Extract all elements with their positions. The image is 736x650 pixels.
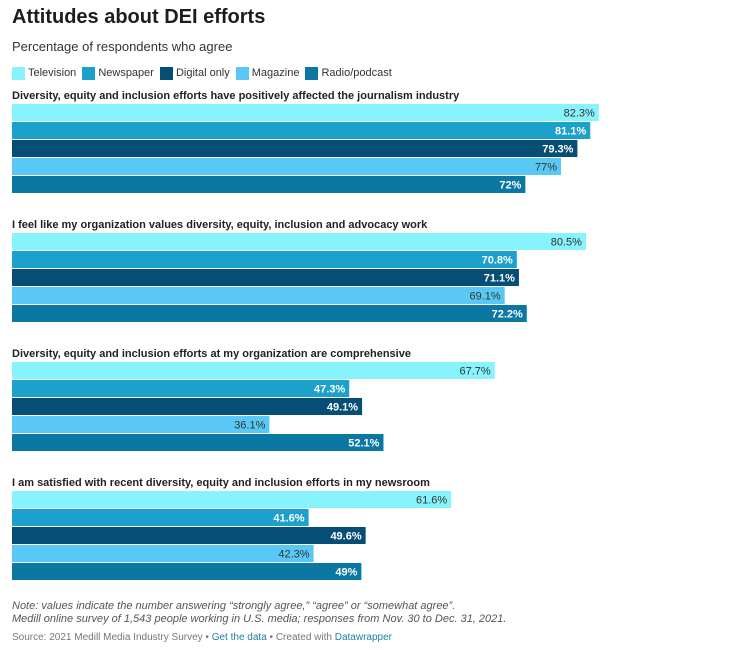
legend-label: Television xyxy=(28,67,77,79)
legend-swatch xyxy=(305,66,319,80)
bar xyxy=(12,416,270,433)
bar-chart: Diversity, equity and inclusion efforts … xyxy=(12,90,599,580)
bar xyxy=(12,380,350,397)
bar xyxy=(12,158,562,175)
bar xyxy=(12,233,586,250)
source-line: Source: 2021 Medill Media Industry Surve… xyxy=(12,632,392,643)
bar xyxy=(12,545,314,562)
legend-swatch xyxy=(235,66,249,80)
bar-value-label: 67.7% xyxy=(459,366,490,378)
bar-value-label: 49.1% xyxy=(327,402,358,414)
group-label: Diversity, equity and inclusion efforts … xyxy=(12,90,460,102)
bar-value-label: 69.1% xyxy=(469,291,500,303)
legend-label: Radio/podcast xyxy=(321,67,392,79)
bar xyxy=(12,527,366,544)
legend-item-radio-podcast: Radio/podcast xyxy=(305,66,392,80)
datawrapper-link[interactable]: Datawrapper xyxy=(334,632,393,643)
bar xyxy=(12,491,452,508)
bar-value-label: 77% xyxy=(535,162,557,174)
bar xyxy=(12,287,505,304)
bar xyxy=(12,509,309,526)
bar xyxy=(12,398,363,415)
group-label: I am satisfied with recent diversity, eq… xyxy=(12,477,430,489)
bar xyxy=(12,176,526,193)
bar-value-label: 41.6% xyxy=(273,513,304,525)
bar-value-label: 81.1% xyxy=(555,126,586,138)
bar-value-label: 49.6% xyxy=(330,531,361,543)
bar xyxy=(12,140,578,157)
note-line-2: Medill online survey of 1,543 people wor… xyxy=(12,613,507,625)
bar-value-label: 47.3% xyxy=(314,384,345,396)
legend-label: Magazine xyxy=(251,67,300,79)
bar xyxy=(12,563,362,580)
bar xyxy=(12,362,495,379)
created-with-text: • Created with xyxy=(269,632,332,643)
bar-value-label: 70.8% xyxy=(482,255,513,267)
bar-value-label: 79.3% xyxy=(542,144,573,156)
source-text: Source: 2021 Medill Media Industry Surve… xyxy=(12,632,209,643)
bar xyxy=(12,434,384,451)
legend-item-television: Television xyxy=(12,66,77,80)
chart-subtitle: Percentage of respondents who agree xyxy=(12,39,233,54)
legend-swatch xyxy=(12,66,25,80)
legend-item-magazine: Magazine xyxy=(235,66,300,80)
bar xyxy=(12,251,517,268)
note-line-1: Note: values indicate the number answeri… xyxy=(12,600,456,612)
bar xyxy=(12,305,527,322)
group-label: I feel like my organization values diver… xyxy=(12,219,428,231)
chart-notes: Note: values indicate the number answeri… xyxy=(12,600,506,626)
chart-title: Attitudes about DEI efforts xyxy=(12,6,266,28)
bar-value-label: 36.1% xyxy=(234,420,265,432)
legend-item-newspaper: Newspaper xyxy=(82,66,154,80)
legend-swatch xyxy=(82,66,96,80)
bar xyxy=(12,122,591,139)
group-label: Diversity, equity and inclusion efforts … xyxy=(12,348,411,360)
legend-item-digital-only: Digital only xyxy=(159,66,230,80)
bar-value-label: 61.6% xyxy=(416,495,447,507)
bar-value-label: 52.1% xyxy=(348,438,379,450)
bar-value-label: 82.3% xyxy=(564,108,595,120)
bar xyxy=(12,104,599,121)
bar-value-label: 72.2% xyxy=(492,309,523,321)
legend: Television Newspaper Digital only Magazi… xyxy=(12,65,398,81)
get-the-data-link[interactable]: Get the data xyxy=(211,632,267,643)
bar xyxy=(12,269,519,286)
bar-value-label: 72% xyxy=(499,180,521,192)
bar-value-label: 42.3% xyxy=(278,549,309,561)
bar-value-label: 80.5% xyxy=(551,237,582,249)
legend-label: Newspaper xyxy=(98,67,154,79)
legend-swatch xyxy=(159,66,173,80)
bar-value-label: 49% xyxy=(335,567,357,579)
legend-label: Digital only xyxy=(175,67,230,79)
bar-value-label: 71.1% xyxy=(484,273,515,285)
